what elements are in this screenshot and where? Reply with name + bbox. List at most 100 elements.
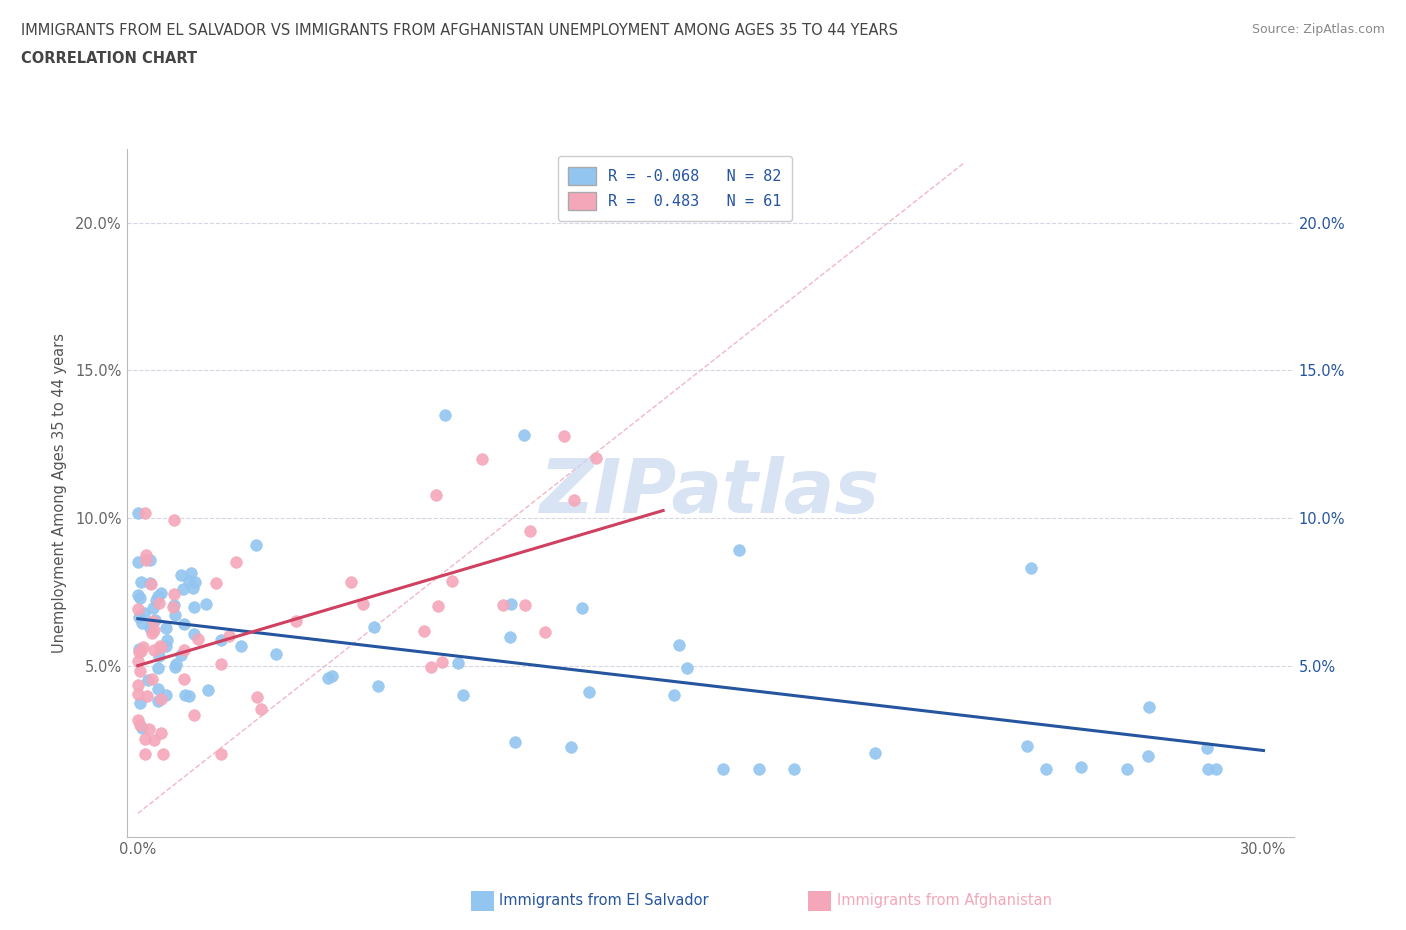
Point — [229, 638, 252, 653]
Point — [197, 683, 219, 698]
Point — [184, 575, 207, 590]
Point — [441, 573, 464, 588]
Point — [138, 722, 160, 737]
Point — [865, 746, 887, 761]
Point — [420, 660, 443, 675]
Point — [141, 671, 163, 686]
Text: ZIPatlas: ZIPatlas — [540, 457, 880, 529]
Point — [163, 512, 186, 527]
Point — [142, 614, 165, 629]
Point — [134, 732, 156, 747]
Point — [513, 428, 536, 443]
Point — [170, 567, 193, 582]
Point — [783, 762, 806, 777]
Point — [676, 660, 699, 675]
Point — [1139, 699, 1161, 714]
Point — [1017, 739, 1039, 754]
Point — [128, 663, 150, 678]
Point — [668, 638, 690, 653]
Point — [180, 565, 202, 580]
Text: Source: ZipAtlas.com: Source: ZipAtlas.com — [1251, 23, 1385, 36]
Point — [519, 524, 541, 538]
Point — [139, 620, 162, 635]
Point — [492, 597, 515, 612]
Point — [250, 702, 273, 717]
Point — [128, 644, 150, 659]
Point — [513, 597, 536, 612]
Point — [128, 717, 150, 732]
Point — [499, 630, 522, 644]
Point — [183, 707, 205, 722]
Point — [138, 576, 160, 591]
Point — [134, 747, 156, 762]
Point — [162, 600, 184, 615]
Point — [434, 407, 457, 422]
Point — [132, 640, 155, 655]
Point — [318, 671, 340, 685]
Point — [1136, 749, 1159, 764]
Point — [131, 644, 153, 658]
Point — [533, 624, 555, 639]
Point — [127, 601, 149, 616]
Point — [503, 735, 526, 750]
Point — [155, 620, 177, 635]
Point — [181, 580, 204, 595]
Point — [1035, 762, 1057, 777]
Point — [187, 631, 209, 646]
Point — [285, 614, 308, 629]
Point — [146, 682, 169, 697]
Point — [163, 607, 186, 622]
Point — [246, 689, 269, 704]
Point — [127, 506, 149, 521]
Point — [142, 622, 165, 637]
Point — [127, 677, 149, 692]
Point — [209, 747, 232, 762]
Point — [728, 542, 751, 557]
Legend: R = -0.068   N = 82, R =  0.483   N = 61: R = -0.068 N = 82, R = 0.483 N = 61 — [558, 156, 792, 220]
Point — [128, 642, 150, 657]
Point — [142, 601, 165, 616]
Point — [127, 654, 149, 669]
Point — [128, 696, 150, 711]
Point — [134, 506, 156, 521]
Point — [129, 591, 152, 605]
Point — [127, 686, 149, 701]
Point — [128, 610, 150, 625]
Point — [560, 740, 582, 755]
Point — [172, 581, 194, 596]
Point — [1019, 561, 1042, 576]
Point — [127, 588, 149, 603]
Point — [340, 575, 363, 590]
Point — [501, 597, 523, 612]
Point — [173, 617, 195, 631]
Text: Immigrants from Afghanistan: Immigrants from Afghanistan — [837, 893, 1052, 908]
Point — [174, 688, 197, 703]
Text: Immigrants from El Salvador: Immigrants from El Salvador — [499, 893, 709, 908]
Point — [152, 747, 174, 762]
Point — [578, 684, 600, 699]
Point — [150, 725, 173, 740]
Point — [142, 642, 165, 657]
Point — [146, 660, 169, 675]
Point — [183, 627, 205, 642]
Point — [143, 613, 166, 628]
Point — [169, 647, 191, 662]
Point — [363, 620, 385, 635]
Point — [136, 672, 159, 687]
Point — [149, 640, 172, 655]
Point — [129, 575, 152, 590]
Point — [711, 762, 734, 777]
Point — [141, 577, 163, 591]
Point — [366, 678, 388, 693]
Point — [209, 657, 232, 671]
Point — [135, 552, 157, 567]
Point — [146, 589, 169, 604]
Text: CORRELATION CHART: CORRELATION CHART — [21, 51, 197, 66]
Point — [141, 625, 163, 640]
Point — [1116, 762, 1139, 777]
Point — [662, 688, 685, 703]
Point — [179, 573, 201, 588]
Point — [264, 646, 287, 661]
Text: IMMIGRANTS FROM EL SALVADOR VS IMMIGRANTS FROM AFGHANISTAN UNEMPLOYMENT AMONG AG: IMMIGRANTS FROM EL SALVADOR VS IMMIGRANT… — [21, 23, 898, 38]
Point — [165, 659, 187, 674]
